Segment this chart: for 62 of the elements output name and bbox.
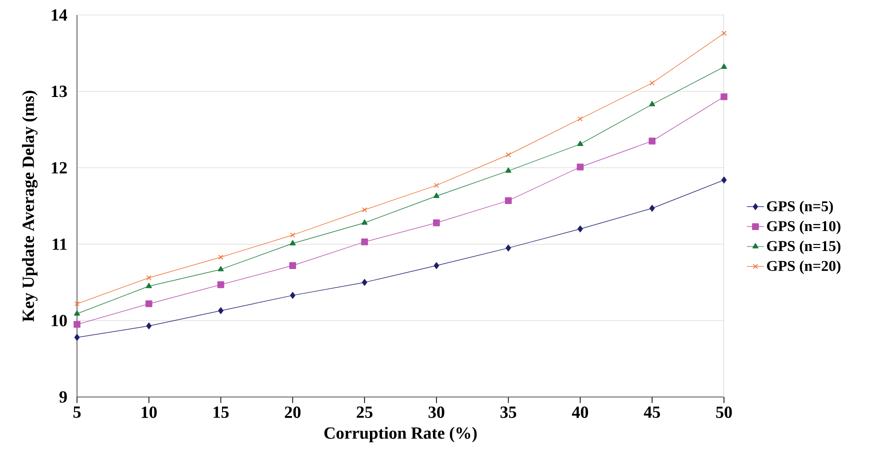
x-tick-label: 50 [716, 406, 732, 418]
point [362, 207, 368, 212]
x-tick-label: 20 [284, 406, 301, 418]
point [218, 266, 224, 272]
point [217, 281, 224, 288]
point [434, 262, 440, 269]
point [362, 278, 368, 286]
y-tick-label: 12 [52, 162, 67, 174]
x-axis-title: Corruption Rate (%) [324, 426, 477, 442]
point [648, 138, 656, 144]
point [506, 244, 511, 252]
point [721, 64, 727, 69]
point [721, 30, 727, 36]
legend-label: GPS (n=10) [767, 220, 840, 234]
point [146, 300, 152, 308]
point [146, 275, 152, 280]
point [74, 321, 80, 328]
legend-label: GPS (n=5) [767, 200, 833, 214]
y-tick-label: 9 [59, 391, 67, 403]
x-tick-label: 45 [644, 406, 660, 418]
point [577, 140, 584, 146]
y-axis-title: Key Update Average Delay (ms) [22, 90, 38, 322]
point [146, 282, 152, 288]
legend-label: GPS (n=15) [767, 240, 840, 254]
point [578, 116, 583, 122]
point [434, 182, 439, 188]
point [504, 197, 512, 204]
y-tick-label: 11 [52, 238, 67, 250]
point [578, 226, 583, 232]
x-tick-label: 15 [214, 406, 229, 418]
point [146, 322, 152, 330]
x-tick-label: 40 [572, 406, 588, 418]
point [290, 240, 296, 246]
x-tick-label: 35 [500, 406, 516, 418]
point [433, 192, 440, 198]
point [218, 307, 224, 314]
point [74, 310, 80, 316]
point [218, 254, 224, 260]
point [362, 219, 368, 225]
point [721, 176, 727, 184]
x-tick-label: 5 [73, 406, 81, 418]
point [506, 152, 511, 158]
x-tick-label: 25 [356, 406, 372, 418]
y-tick-label: 14 [52, 9, 68, 21]
legend-label: GPS (n=20) [767, 260, 840, 274]
point [505, 167, 512, 173]
x-tick-label: 30 [428, 406, 444, 418]
y-tick-label: 10 [52, 314, 67, 326]
point [720, 93, 728, 100]
point [289, 262, 296, 269]
y-tick-label: 13 [52, 86, 67, 98]
point [361, 238, 368, 246]
point [74, 334, 80, 341]
point [290, 232, 296, 238]
point [576, 164, 584, 170]
point [74, 301, 80, 306]
point [649, 100, 656, 106]
point [649, 204, 655, 212]
point [290, 292, 296, 299]
point [650, 80, 655, 86]
point [433, 219, 440, 226]
x-tick-label: 10 [142, 406, 157, 418]
